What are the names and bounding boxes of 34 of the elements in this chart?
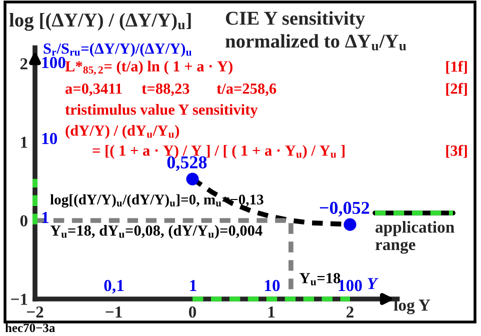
text: [2f]	[446, 82, 467, 96]
chart-subtitle: normalized to ΔY$_{u}$/Y$_{u}$	[226, 34, 406, 50]
annotation: 1	[190, 280, 196, 292]
annotation: L*$_{85,2}$= (t/a) ln ( 1 + a · Y)	[65, 60, 232, 76]
text: [1f]	[446, 60, 467, 74]
y-tick-label: −1	[11, 294, 28, 305]
x-tick-label: 1	[268, 306, 275, 318]
x-tick-label: 0	[188, 306, 196, 318]
data-label: −0,052	[320, 202, 370, 217]
annotation: Y$_{u}$=18, dY$_{u}$=0,08, (dY/Y$_{u}$)=0,004	[50, 224, 262, 239]
annotation: S$_{r}$/S$_{ru}$=(ΔY/Y)/(ΔY/Y)$_{u}$	[44, 42, 192, 57]
annotation: 0,1	[104, 280, 124, 294]
annotation: Y$_{u}$=18	[300, 272, 340, 286]
annotation: 100	[338, 280, 362, 292]
annotation: 1	[42, 212, 48, 224]
annotation: tristimulus value Y sensitivity	[65, 104, 258, 118]
y-tick-label: 1	[21, 136, 28, 148]
text: hec70−3a	[5, 323, 55, 332]
x-tick-label: 2	[346, 306, 354, 318]
x-tick-label: −2	[26, 306, 44, 318]
annotation: 10	[265, 280, 280, 292]
annotation: (dY/Y) / (dY$_{u}$/Y$_{u}$)	[66, 124, 180, 139]
legend-label: application range	[375, 221, 454, 254]
chart-title: CIE Y sensitivity	[226, 11, 365, 29]
annotation: 10	[42, 132, 58, 144]
annotation: a=0,3411 t=88,23 t/a=258,6	[65, 84, 276, 96]
y-axis-title: log [(ΔY/Y) / (ΔY/Y)$_{u}$]	[9, 12, 191, 31]
x-axis-title: log Y	[394, 299, 430, 314]
y-tick-label: 0	[20, 215, 28, 226]
annotation: Y	[368, 278, 378, 290]
x-tick-label: −1	[106, 306, 122, 318]
text: [3f]	[446, 144, 467, 158]
annotation: 100	[42, 56, 66, 68]
y-tick-label: 2	[20, 58, 28, 70]
